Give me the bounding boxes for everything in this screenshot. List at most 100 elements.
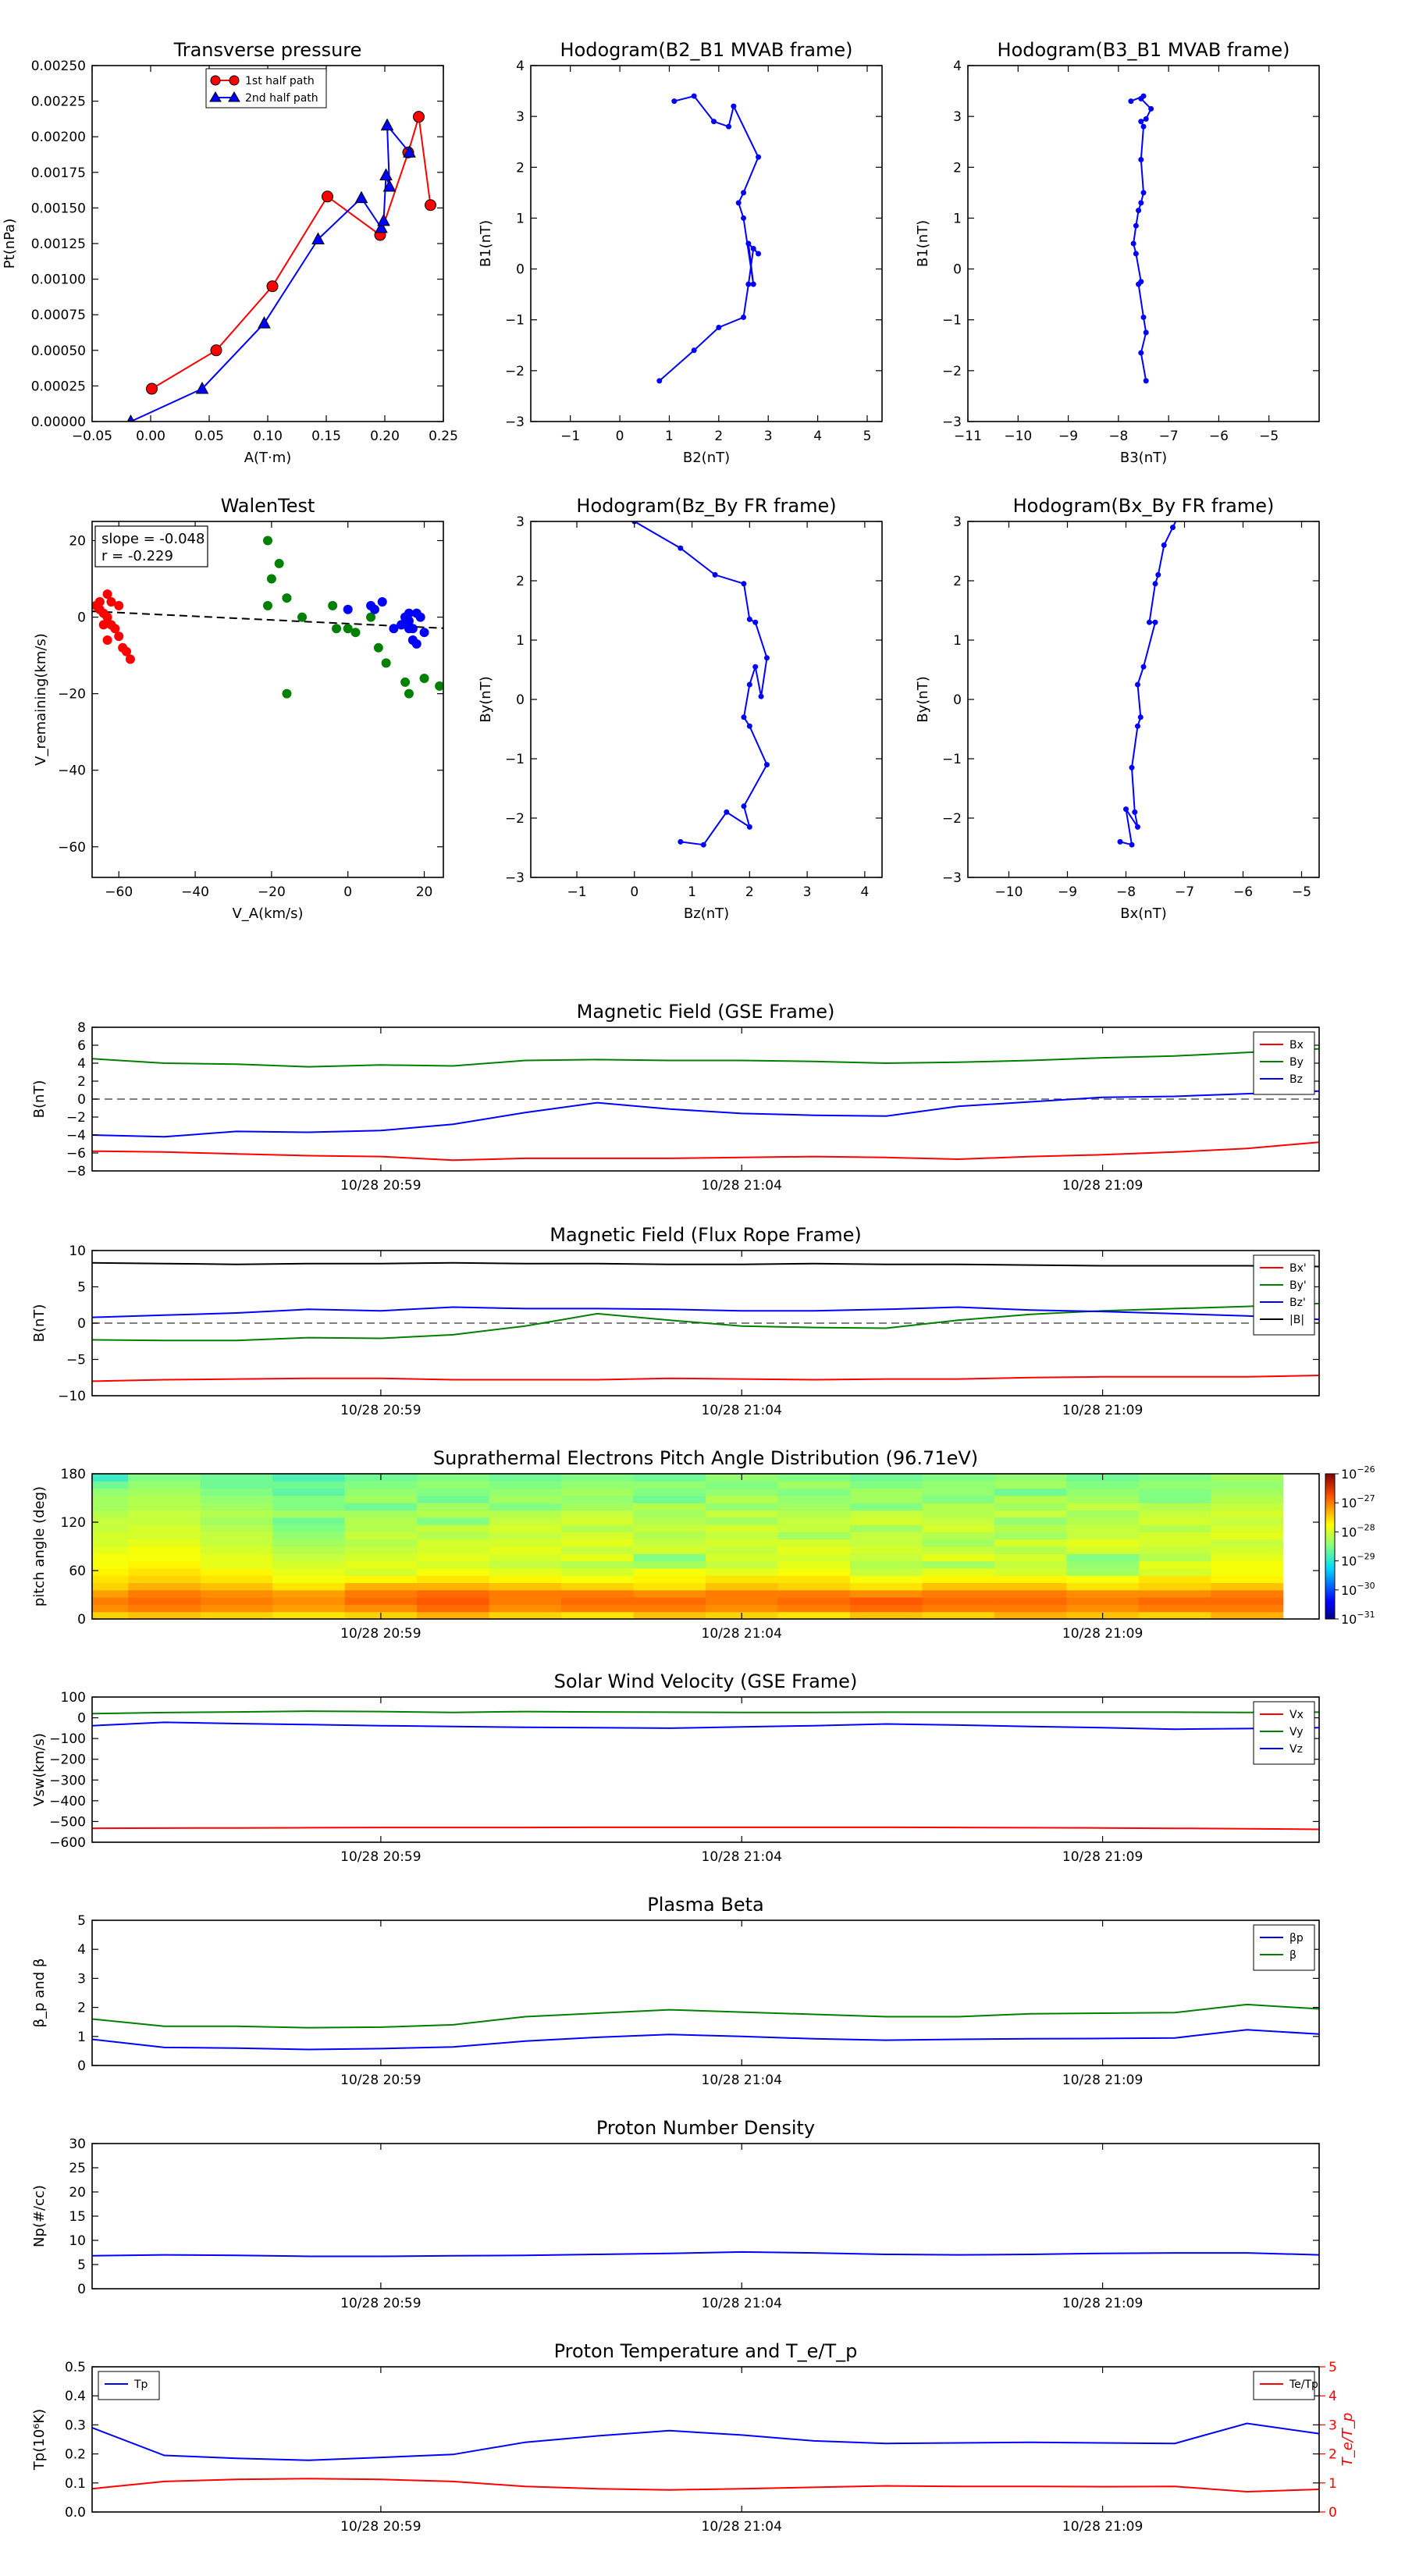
heatmap-cell (633, 1567, 706, 1576)
heatmap-cell (200, 1503, 273, 1510)
y-tick-label: 2 (953, 160, 962, 176)
heatmap-cell (1138, 1589, 1211, 1598)
heatmap-cell (92, 1589, 129, 1598)
fit-line (92, 610, 443, 629)
heatmap-cell (1138, 1575, 1211, 1583)
data-point (1152, 619, 1158, 625)
scatter-point (369, 604, 379, 614)
data-point (756, 154, 762, 160)
heatmap-cell (92, 1597, 129, 1605)
y-tick-label: −1 (505, 313, 525, 329)
y-tick-label: −100 (49, 1731, 86, 1747)
x-tick-label: 10/28 20:59 (340, 1403, 421, 1418)
scatter-point (389, 624, 399, 634)
x-tick-label: 2 (714, 429, 723, 444)
heatmap-cell (1138, 1560, 1211, 1569)
data-point (1147, 619, 1152, 625)
heatmap-cell (344, 1589, 418, 1598)
heatmap-cell (561, 1582, 635, 1591)
heatmap-cell (706, 1495, 778, 1503)
panel-2: Hodogram(B3_B1 MVAB frame)−11 −10 −9 −8 −7 −6… (915, 39, 1320, 466)
legend-label: Bz' (1289, 1297, 1306, 1309)
data-point (700, 841, 706, 848)
x-tick-label: 10/28 21:04 (702, 1403, 782, 1418)
heatmap-cell (994, 1604, 1067, 1613)
heatmap-cell (417, 1503, 490, 1510)
heatmap-cell (92, 1567, 129, 1576)
heatmap-cell (489, 1553, 562, 1562)
heatmap-cell (777, 1597, 851, 1605)
heatmap-cell (1066, 1517, 1140, 1525)
heatmap-cell (777, 1525, 851, 1532)
data-point (758, 693, 764, 699)
panel-title: Hodogram(B3_B1 MVAB frame) (998, 39, 1290, 61)
scatter-point (102, 635, 112, 645)
heatmap-cell (706, 1503, 778, 1510)
plot-area (92, 1261, 1319, 1382)
data-point (375, 220, 388, 233)
heatmap-cell (92, 1532, 129, 1540)
heatmap-cell (200, 1546, 273, 1554)
plot-frame (530, 521, 883, 878)
y-tick-label: −3 (942, 415, 962, 430)
data-point (741, 581, 747, 587)
heatmap-cell (922, 1589, 995, 1598)
heatmap-cell (272, 1488, 346, 1496)
heatmap-cell (561, 1481, 635, 1489)
heatmap-cell (344, 1567, 418, 1576)
scatter-point (122, 646, 132, 656)
y-tick-label: 0 (953, 692, 962, 708)
series-line-Vy (92, 1710, 1319, 1715)
x-tick-label: 2 (745, 884, 754, 900)
heatmap-cell (128, 1611, 201, 1619)
heatmap-cell (272, 1474, 346, 1482)
heatmap-cell (1211, 1582, 1284, 1591)
heatmap-cell (200, 1567, 273, 1576)
data-point (1129, 764, 1135, 770)
y-tick-label: 1 (516, 633, 525, 649)
y-tick-label: −2 (505, 364, 525, 379)
y-tick-label: 4 (77, 1942, 86, 1958)
panel-4: Hodogram(Bz_By FR frame) −1 0 1 2 3 4 −3 −2 −1 0 1 2… (478, 495, 883, 922)
heatmap-cell (706, 1604, 778, 1613)
panel-0: Transverse pressure −0.05 0.00 0.05 0.10 0.15… (2, 39, 458, 466)
y-axis-label: pitch angle (deg) (31, 1486, 48, 1606)
panel-10: Plasma Beta 10/28 20:59 10/28 21:04 10/28 2… (31, 1894, 1320, 2088)
heatmap-cell (489, 1517, 562, 1525)
y-tick-label: 120 (61, 1515, 86, 1531)
y-tick-label: 3 (77, 1971, 86, 1987)
x-tick-label: 3 (803, 884, 812, 900)
data-point (1161, 542, 1167, 548)
heatmap-cell (994, 1611, 1067, 1619)
heatmap-cell (1138, 1582, 1211, 1591)
x-tick-label: −7 (1159, 429, 1179, 444)
data-point (763, 762, 770, 768)
y-tick-label: −400 (49, 1794, 86, 1809)
heatmap-cell (777, 1560, 851, 1569)
heatmap-cell (417, 1597, 490, 1605)
heatmap-cell (994, 1481, 1067, 1489)
heatmap-cell (1066, 1582, 1140, 1591)
y-axis-label: Vsw(km/s) (31, 1733, 48, 1806)
y-axis-label: β_p and β (31, 1959, 48, 2028)
heatmap-cell (1066, 1510, 1140, 1518)
x-tick-label: 10/28 21:04 (702, 2519, 782, 2535)
heatmap-cell (922, 1582, 995, 1591)
data-point (731, 103, 737, 109)
data-point (382, 179, 397, 192)
data-point (741, 714, 747, 720)
heatmap-cell (272, 1567, 346, 1576)
panel-title: Hodogram(Bx_By FR frame) (1013, 495, 1275, 517)
heatmap-cell (417, 1546, 490, 1554)
x-tick-label: −9 (1058, 884, 1077, 900)
series-line-By (92, 1048, 1319, 1068)
heatmap-cell (777, 1495, 851, 1503)
data-point (126, 414, 135, 422)
scatter-point (328, 600, 338, 610)
x-tick-label: −0.05 (72, 429, 112, 444)
y-tick-label: 0 (516, 692, 525, 708)
plot-frame (91, 2143, 1320, 2290)
heatmap-cell (561, 1532, 635, 1540)
heatmap-cell (849, 1525, 923, 1532)
heatmap-cell (489, 1539, 562, 1547)
